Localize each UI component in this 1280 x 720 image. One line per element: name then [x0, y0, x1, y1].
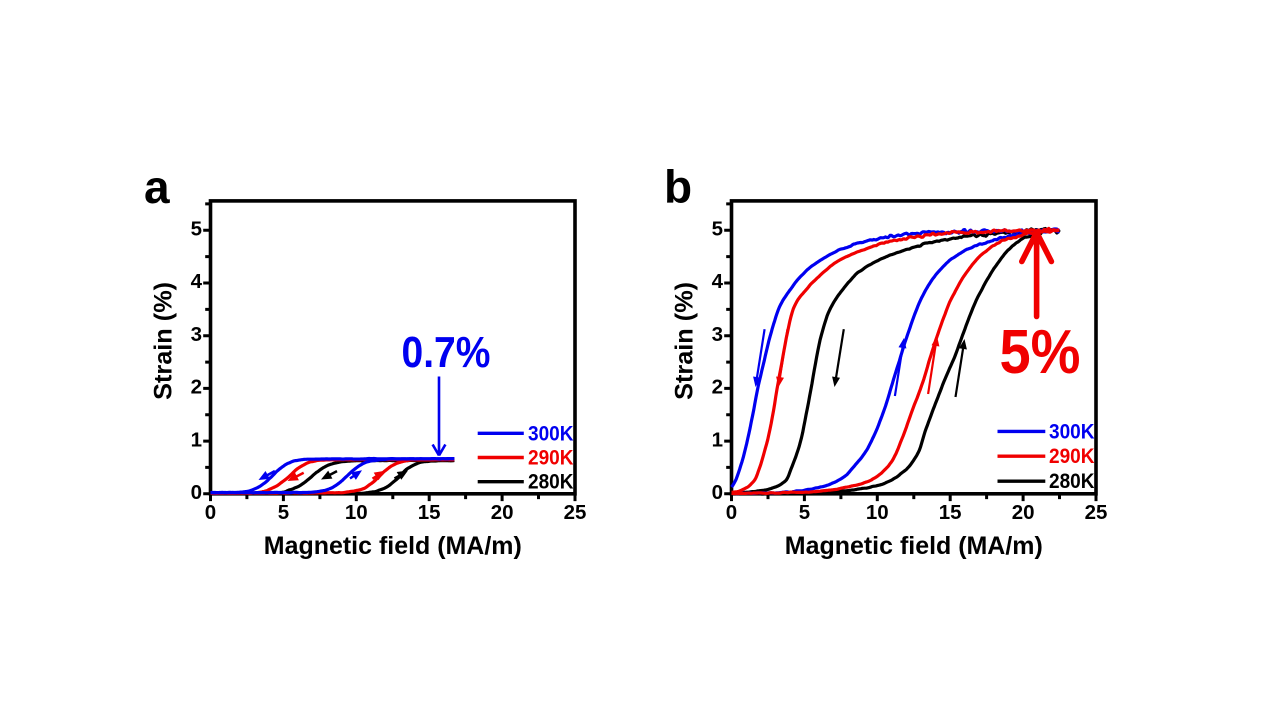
svg-text:5%: 5%	[1000, 318, 1081, 387]
svg-text:280K: 280K	[1049, 470, 1095, 493]
svg-text:25: 25	[564, 501, 587, 524]
svg-text:Magnetic field (MA/m): Magnetic field (MA/m)	[264, 532, 522, 560]
svg-text:20: 20	[491, 501, 514, 524]
svg-text:5: 5	[278, 501, 289, 524]
svg-text:5: 5	[712, 218, 723, 241]
svg-text:290K: 290K	[528, 447, 574, 470]
svg-text:2: 2	[191, 376, 202, 399]
svg-text:Magnetic field (MA/m): Magnetic field (MA/m)	[785, 532, 1043, 560]
svg-text:0: 0	[726, 501, 737, 524]
svg-text:25: 25	[1085, 501, 1108, 524]
svg-text:15: 15	[418, 501, 441, 524]
svg-text:Strain (%): Strain (%)	[150, 282, 178, 400]
svg-text:280K: 280K	[528, 471, 574, 494]
svg-text:Strain (%): Strain (%)	[671, 282, 699, 400]
svg-text:1: 1	[191, 428, 202, 451]
svg-text:300K: 300K	[1049, 420, 1095, 443]
svg-text:4: 4	[191, 270, 203, 293]
svg-text:5: 5	[799, 501, 810, 524]
svg-text:10: 10	[345, 501, 368, 524]
svg-text:b: b	[664, 161, 692, 213]
svg-text:2: 2	[712, 376, 723, 399]
svg-text:15: 15	[939, 501, 962, 524]
svg-text:20: 20	[1012, 501, 1035, 524]
svg-text:0.7%: 0.7%	[402, 328, 491, 377]
svg-text:5: 5	[191, 218, 202, 241]
svg-text:3: 3	[712, 323, 723, 346]
svg-text:0: 0	[712, 481, 723, 504]
svg-text:1: 1	[712, 428, 723, 451]
svg-text:a: a	[144, 161, 170, 213]
svg-text:4: 4	[712, 270, 724, 293]
svg-text:300K: 300K	[528, 422, 574, 445]
svg-text:0: 0	[191, 481, 202, 504]
svg-text:0: 0	[205, 501, 216, 524]
svg-text:290K: 290K	[1049, 445, 1095, 468]
svg-text:3: 3	[191, 323, 202, 346]
svg-text:10: 10	[866, 501, 889, 524]
